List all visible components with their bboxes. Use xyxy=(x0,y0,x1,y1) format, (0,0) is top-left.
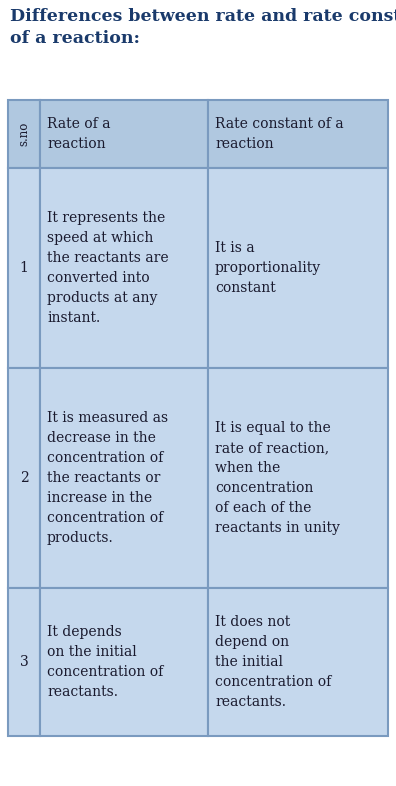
Text: It does not
depend on
the initial
concentration of
reactants.: It does not depend on the initial concen… xyxy=(215,615,331,709)
Text: It represents the
speed at which
the reactants are
converted into
products at an: It represents the speed at which the rea… xyxy=(47,211,169,325)
Bar xyxy=(8,168,40,368)
Text: s.no: s.no xyxy=(17,122,30,146)
Bar xyxy=(40,168,208,368)
Bar xyxy=(40,588,208,736)
Text: 2: 2 xyxy=(20,471,29,485)
Bar xyxy=(40,368,208,588)
Bar xyxy=(8,588,40,736)
Bar xyxy=(208,168,388,368)
Text: It is equal to the
rate of reaction,
when the
concentration
of each of the
react: It is equal to the rate of reaction, whe… xyxy=(215,421,340,535)
Text: Differences between rate and rate constant
of a reaction:: Differences between rate and rate consta… xyxy=(10,8,396,46)
Bar xyxy=(8,100,40,168)
Bar xyxy=(40,100,208,168)
Text: Rate constant of a
reaction: Rate constant of a reaction xyxy=(215,117,344,151)
Bar xyxy=(8,368,40,588)
Bar xyxy=(208,100,388,168)
Bar xyxy=(208,368,388,588)
Text: 1: 1 xyxy=(19,261,29,275)
Text: It depends
on the initial
concentration of
reactants.: It depends on the initial concentration … xyxy=(47,625,163,699)
Text: It is measured as
decrease in the
concentration of
the reactants or
increase in : It is measured as decrease in the concen… xyxy=(47,411,168,545)
Bar xyxy=(208,588,388,736)
Text: It is a
proportionality
constant: It is a proportionality constant xyxy=(215,241,321,295)
Text: 3: 3 xyxy=(20,655,29,669)
Text: Rate of a
reaction: Rate of a reaction xyxy=(47,117,110,151)
